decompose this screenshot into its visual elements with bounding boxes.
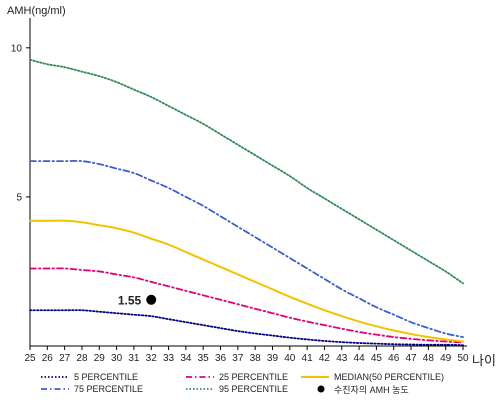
x-tick-label: 33 [163,353,175,364]
legend-label: 수진자의 AMH 농도 [334,384,409,395]
legend-item-25-percentile: 25 PERCENTILE [185,371,288,383]
x-tick-label: 45 [371,353,383,364]
legend-item-75-percentile: 75 PERCENTILE [40,383,143,395]
legend-label: 5 PERCENTILE [74,372,139,382]
legend-swatch [186,376,214,378]
legend-swatch [301,376,329,378]
x-tick-label: 48 [423,353,435,364]
legend-label: 75 PERCENTILE [74,384,144,394]
x-tick-label: 50 [457,353,469,364]
y-tick-label: 10 [11,43,23,54]
x-tick-label: 36 [215,353,227,364]
x-tick-label: 41 [302,353,314,364]
series-line-95-percentile [29,58,464,285]
legend-item-patient-amh: 수진자의 AMH 농도 [300,383,409,395]
legend-label: MEDIAN(50 PERCENTILE) [334,372,445,382]
x-tick-label: 25 [24,353,36,364]
legend-item-5-percentile: 5 PERCENTILE [40,371,138,383]
series-line-75-percentile [29,160,464,338]
series-line-25-percentile [29,267,464,344]
legend-label: 95 PERCENTILE [219,384,289,394]
legend-swatch [186,388,214,390]
x-tick-label: 31 [128,353,140,364]
legend-item-median-50-percentile: MEDIAN(50 PERCENTILE) [300,371,444,383]
series-line-median-50-percentile [29,219,464,343]
chart-legend: 5 PERCENTILE 25 PERCENTILE MEDIAN(50 PERCE… [40,371,490,399]
x-tick-label: 49 [440,353,452,364]
x-tick-label: 35 [198,353,210,364]
y-tick-label: 5 [16,192,22,203]
x-tick-label: 46 [388,353,400,364]
x-tick-label: 38 [250,353,262,364]
x-tick-label: 29 [94,353,106,364]
plot-area: 5 10 25 26 27 28 29 30 31 32 33 34 35 36 37 38 39 40 41 42 4… [11,18,469,364]
x-tick-label: 26 [42,353,54,364]
x-tick-label: 28 [76,353,88,364]
x-tick-label: 42 [319,353,331,364]
x-tick-label: 37 [232,353,244,364]
x-tick-label: 44 [354,353,366,364]
legend-swatch [41,376,69,378]
legend-swatch [41,388,69,390]
x-tick-label: 32 [146,353,158,364]
x-tick-label: 39 [267,353,279,364]
legend-label: 25 PERCENTILE [219,372,289,382]
x-tick-label: 34 [180,353,192,364]
x-axis-title: 나이 [472,353,496,368]
x-tick-label: 47 [405,353,417,364]
y-axis-title: AMH(ng/ml) [7,5,66,17]
x-tick-label: 30 [111,353,123,364]
legend-dot [317,385,325,393]
x-tick-label: 43 [336,353,348,364]
x-tick-label: 40 [284,353,296,364]
patient-amh-point [146,294,157,305]
patient-amh-label: 1.55 [118,293,142,307]
amh-percentile-chart: AMH(ng/ml) 나이 5 10 25 26 27 28 29 30 31 32 33 34 35 3… [7,5,496,368]
legend-item-95-percentile: 95 PERCENTILE [185,383,288,395]
series-line-5-percentile [29,309,464,347]
x-tick-label: 27 [59,353,71,364]
